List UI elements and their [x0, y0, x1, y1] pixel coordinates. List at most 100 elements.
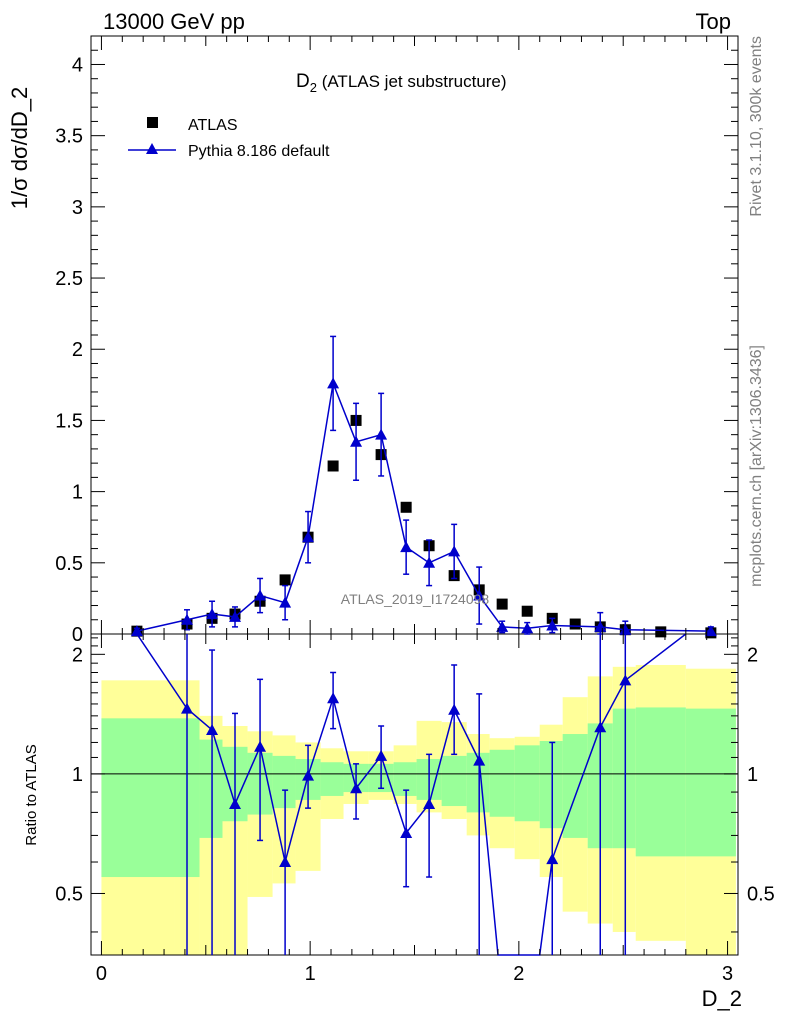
- band-inner-bin: [466, 752, 490, 813]
- ratio-point: [279, 856, 292, 868]
- mc-point: [375, 428, 388, 440]
- main-y-tick-label: 3.5: [55, 126, 83, 148]
- x-axis-label: D_2: [702, 986, 742, 1011]
- mcplots-label: mcplots.cern.ch [arXiv:1306.3436]: [748, 345, 765, 587]
- main-y-tick-label: 1: [72, 482, 83, 504]
- mc-point: [521, 622, 534, 634]
- band-inner-bin: [514, 745, 540, 822]
- title-sub: 2: [310, 80, 317, 95]
- ratio-ylabel: Ratio to ATLAS: [23, 744, 40, 845]
- ratio-marks: [136, 633, 687, 956]
- mc-point: [130, 625, 143, 637]
- ratio-point: [619, 674, 632, 686]
- mc-point: [423, 556, 436, 568]
- mc-line: [136, 380, 711, 632]
- ratio-point: [594, 721, 607, 733]
- band-inner-bin: [635, 707, 686, 857]
- header-left: 13000 GeV pp: [103, 9, 245, 34]
- ratio-point: [181, 702, 194, 714]
- data-point: [569, 618, 581, 630]
- ratio-y-tick-label-right: 2: [747, 644, 758, 666]
- band-inner-bin: [272, 755, 296, 809]
- main-y-tick-label: 0: [72, 624, 83, 646]
- panel-title: D2 (ATLAS jet substructure): [296, 71, 507, 95]
- mc-point: [181, 613, 194, 625]
- data-point: [327, 460, 339, 472]
- ratio-point: [400, 826, 413, 838]
- main-y-tick-label: 3: [72, 197, 83, 219]
- mc-point: [594, 620, 607, 632]
- mc-point: [279, 596, 292, 608]
- main-ylabel-text: 1/σ dσ/dD_2: [7, 87, 32, 210]
- band-inner-bin: [101, 718, 175, 878]
- mc-point: [400, 541, 413, 553]
- ratio-point: [327, 692, 340, 704]
- ratio-point: [229, 797, 242, 809]
- data-point: [400, 501, 412, 513]
- mc-point: [448, 545, 461, 557]
- ratio-line: [136, 633, 687, 956]
- band-inner-bin: [612, 708, 636, 849]
- band-inner-bin: [441, 755, 467, 807]
- header-right: Top: [696, 9, 731, 34]
- analysis-watermark: ATLAS_2019_I1724098: [341, 591, 490, 607]
- x-tick-label: 3: [722, 963, 733, 985]
- legend-data-label: ATLAS: [188, 117, 238, 134]
- ratio-y-tick-label-left: 2: [72, 644, 83, 666]
- ratio-point: [350, 782, 363, 794]
- ratio-bands: [101, 664, 736, 955]
- x-tick-label: 0: [96, 963, 107, 985]
- rivet-label: Rivet 3.1.10, 300k events: [748, 36, 765, 217]
- main-y-tick-label: 0.5: [55, 553, 83, 575]
- mc-point: [254, 589, 267, 601]
- mc-point: [206, 608, 219, 620]
- ratio-point: [546, 853, 559, 865]
- legend-data-marker: [147, 117, 158, 128]
- mc-point: [546, 619, 559, 631]
- mc-point: [473, 589, 486, 601]
- main-marks: [130, 335, 717, 639]
- legend: ATLAS Pythia 8.186 default: [128, 117, 330, 160]
- mc-point: [619, 623, 632, 635]
- ratio-point: [206, 723, 219, 735]
- legend-mc-marker: [146, 143, 158, 154]
- x-tick-label: 1: [305, 963, 316, 985]
- ratio-point: [448, 703, 461, 715]
- ratio-point: [302, 769, 315, 781]
- data-point: [279, 574, 291, 586]
- mc-point: [704, 625, 717, 637]
- ratio-y-tick-label-right: 0.5: [747, 883, 775, 905]
- mc-point: [350, 435, 363, 447]
- title-main: D: [296, 71, 310, 92]
- mc-point: [496, 620, 509, 632]
- legend-mc-label: Pythia 8.186 default: [188, 143, 330, 160]
- band-inner-bin: [320, 762, 344, 796]
- data-point: [655, 626, 667, 638]
- ratio-y-tick-label-left: 0.5: [55, 883, 83, 905]
- ratio-point: [375, 749, 388, 761]
- ratio-point: [473, 754, 486, 766]
- band-inner-bin: [489, 749, 515, 817]
- ratio-point: [423, 797, 436, 809]
- ratio-y-tick-label-right: 1: [747, 764, 758, 786]
- main-y-tick-label: 2.5: [55, 268, 83, 290]
- main-y-tick-label: 1.5: [55, 410, 83, 432]
- main-ylabel: 1/σ dσ/dD_2: [7, 87, 32, 210]
- band-inner-bin: [393, 762, 417, 796]
- data-point: [496, 598, 508, 610]
- main-y-tick-label: 4: [72, 54, 83, 76]
- main-y-tick-label: 2: [72, 339, 83, 361]
- ratio-point: [254, 740, 267, 752]
- mc-point: [302, 531, 315, 543]
- title-rest: (ATLAS jet substructure): [317, 72, 507, 91]
- x-tick-label: 2: [513, 963, 524, 985]
- mc-point: [327, 377, 340, 389]
- band-inner-bin: [199, 739, 223, 838]
- band-inner-bin: [539, 741, 563, 829]
- data-point: [521, 605, 533, 617]
- band-inner-bin: [685, 708, 736, 857]
- mc-point: [229, 610, 242, 622]
- ratio-y-tick-label-left: 1: [72, 764, 83, 786]
- axis-ticks: 0 1 2 3 0 0.5 1 1.5 2 2.5 3 3.5 4 0.5 0.5 1 1 2 2: [55, 35, 775, 985]
